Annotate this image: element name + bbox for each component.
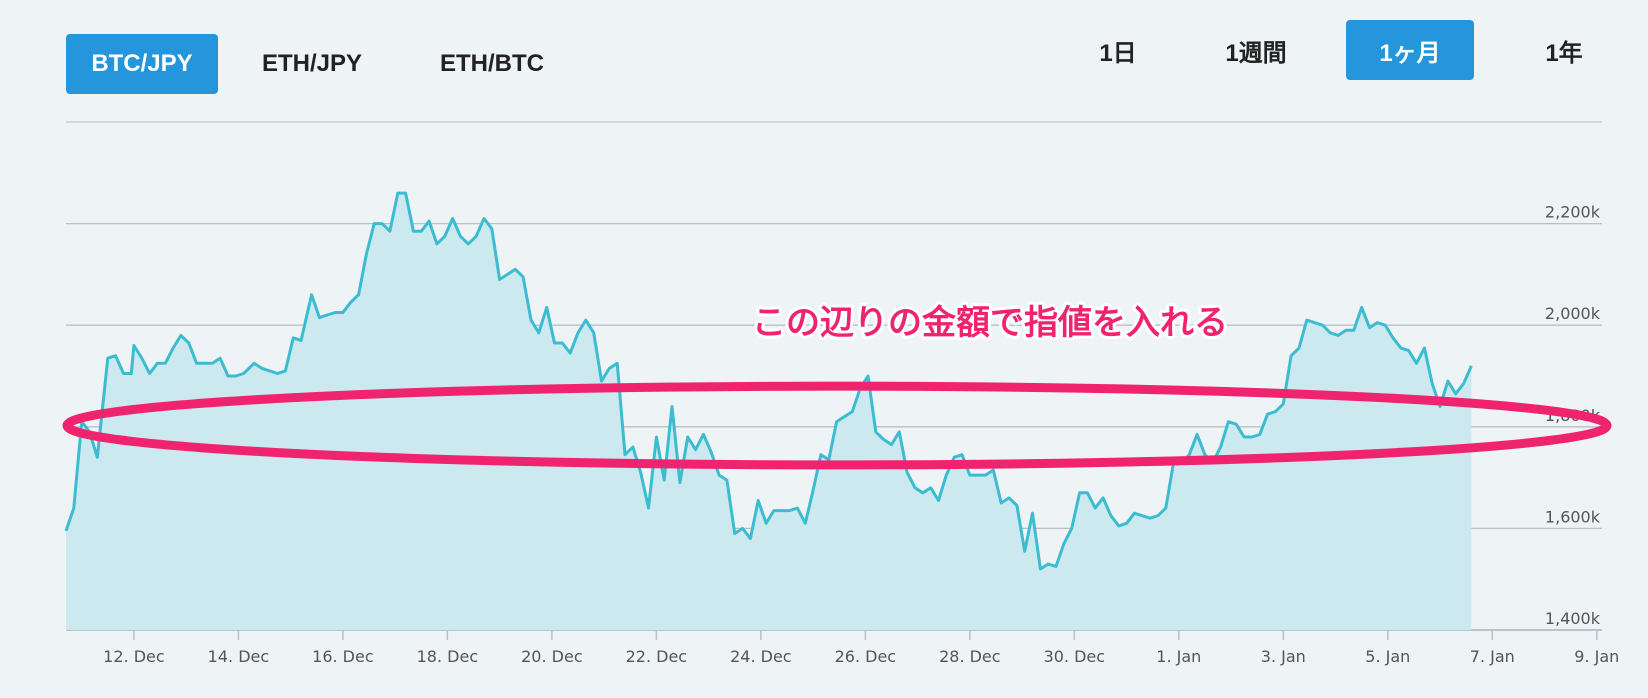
tab-1-month[interactable]: 1ヶ月 (1346, 20, 1474, 80)
x-tick-label: 7. Jan (1470, 647, 1515, 666)
x-tick-label: 28. Dec (939, 647, 1001, 666)
tab-eth-jpy[interactable]: ETH/JPY (261, 50, 363, 77)
x-tick-label: 30. Dec (1044, 647, 1106, 666)
x-tick-label: 22. Dec (626, 647, 688, 666)
x-tick-label: 9. Jan (1574, 647, 1619, 666)
tab-eth-btc[interactable]: ETH/BTC (440, 50, 544, 77)
y-tick-label: 2,000k (1545, 304, 1601, 323)
tab-1-year[interactable]: 1年 (1545, 39, 1583, 67)
y-tick-label: 1,600k (1545, 507, 1601, 526)
y-tick-label: 2,200k (1545, 203, 1601, 222)
x-axis-ticks: 12. Dec 14. Dec 16. Dec 18. Dec 20. Dec 22. D… (103, 630, 1619, 666)
x-tick-label: 20. Dec (521, 647, 583, 666)
x-tick-label: 18. Dec (417, 647, 479, 666)
y-tick-label: 1,400k (1545, 609, 1601, 628)
x-tick-label: 12. Dec (103, 647, 165, 666)
range-tabs: 1日 1週間 1ヶ月 1年 (1070, 20, 1614, 80)
tab-1-day[interactable]: 1日 (1099, 39, 1137, 67)
annotation-text: この辺りの金額で指値を入れる (752, 303, 1228, 343)
x-tick-label: 16. Dec (312, 647, 374, 666)
price-area-fill (66, 193, 1472, 630)
x-tick-label: 1. Jan (1156, 647, 1201, 666)
pair-tabs: BTC/JPY ETH/JPY ETH/BTC (66, 34, 578, 94)
x-tick-label: 26. Dec (835, 647, 897, 666)
x-tick-label: 14. Dec (208, 647, 270, 666)
tab-1-week[interactable]: 1週間 (1225, 39, 1287, 67)
price-band-highlight (62, 381, 1612, 470)
price-series-line (64, 191, 1473, 571)
tab-btc-jpy[interactable]: BTC/JPY (66, 34, 218, 94)
x-tick-label: 24. Dec (730, 647, 792, 666)
x-tick-label: 3. Jan (1261, 647, 1306, 666)
x-tick-label: 5. Jan (1365, 647, 1410, 666)
